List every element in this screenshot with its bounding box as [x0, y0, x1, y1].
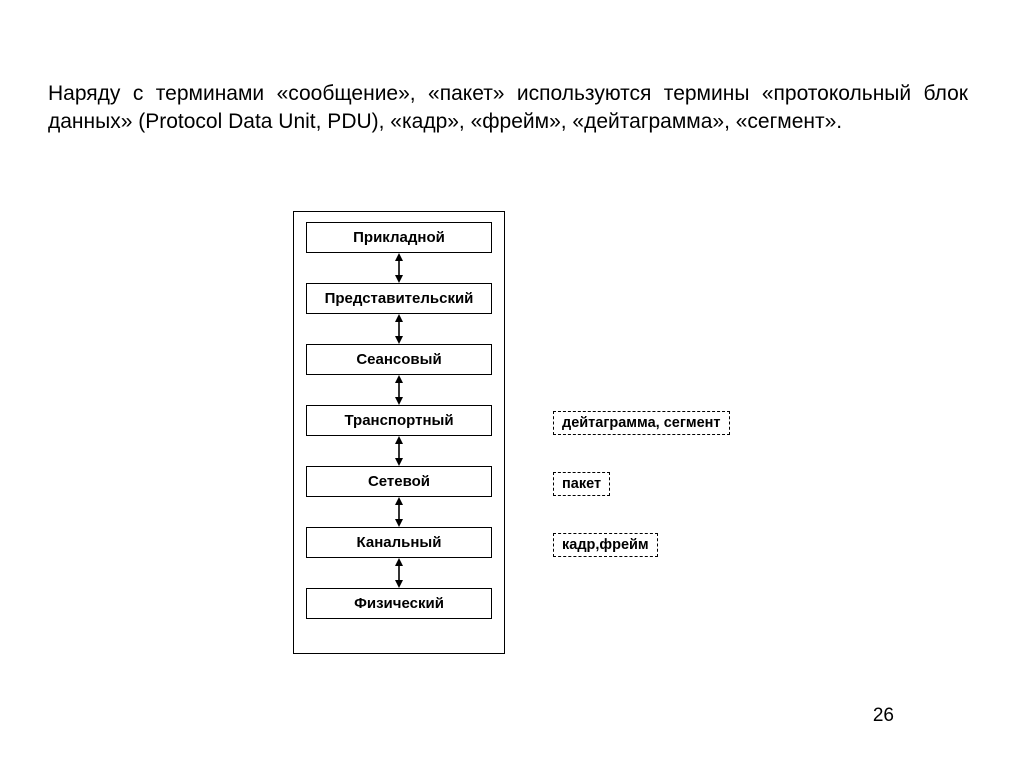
double-arrow-icon	[392, 375, 406, 405]
page-number: 26	[873, 705, 894, 727]
page: Наряду с терминами «сообщение», «пакет» …	[0, 0, 1024, 767]
annotation-transport: дейтаграмма, сегмент	[553, 411, 730, 435]
layer-application: Прикладной	[306, 222, 492, 253]
annotation-datalink: кадр,фрейм	[553, 533, 658, 557]
layer-datalink: Канальный	[306, 527, 492, 558]
layer-physical: Физический	[306, 588, 492, 619]
double-arrow-icon	[392, 314, 406, 344]
double-arrow-icon	[392, 558, 406, 588]
layer-transport: Транспортный	[306, 405, 492, 436]
double-arrow-icon	[392, 253, 406, 283]
osi-layer-stack: Прикладной Представительский Сеансовый	[293, 211, 505, 654]
annotation-network: пакет	[553, 472, 610, 496]
layer-session: Сеансовый	[306, 344, 492, 375]
double-arrow-icon	[392, 436, 406, 466]
layer-network: Сетевой	[306, 466, 492, 497]
double-arrow-icon	[392, 497, 406, 527]
layer-presentation: Представительский	[306, 283, 492, 314]
intro-paragraph: Наряду с терминами «сообщение», «пакет» …	[48, 80, 968, 137]
